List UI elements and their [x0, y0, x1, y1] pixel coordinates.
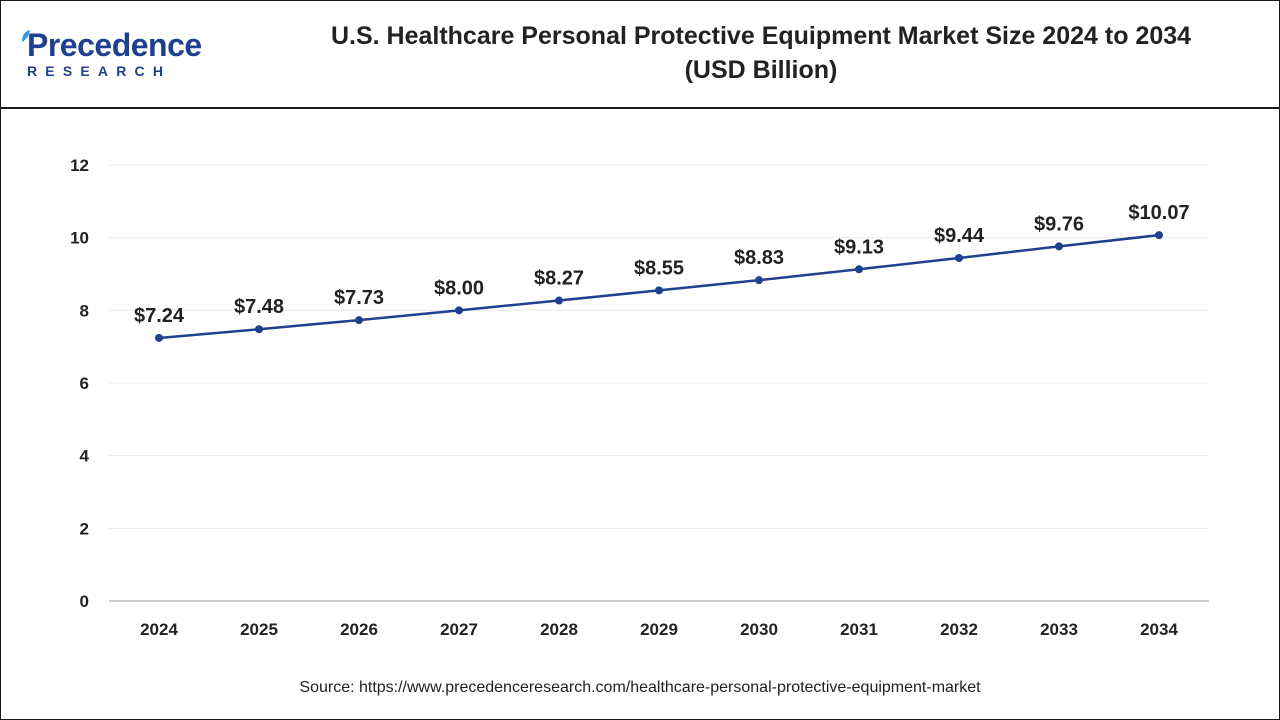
data-label: $7.48: [234, 296, 284, 318]
logo-wordmark: Precedence: [27, 27, 202, 63]
y-tick-label: 4: [80, 447, 90, 466]
data-point: [855, 265, 863, 274]
data-label: $7.24: [134, 305, 185, 327]
y-tick-label: 12: [70, 156, 89, 175]
data-point: [355, 316, 363, 325]
x-tick-label: 2029: [640, 620, 678, 639]
precedence-research-logo: Precedence RESEARCH: [21, 27, 221, 83]
data-label: $8.27: [534, 268, 584, 290]
chart-title-line-1: U.S. Healthcare Personal Protective Equi…: [330, 22, 1192, 50]
data-label: $8.00: [434, 277, 484, 299]
source-citation: Source: https://www.precedenceresearch.c…: [299, 679, 981, 696]
chart-title-line-2: (USD Billion): [684, 56, 838, 84]
data-label: $7.73: [334, 287, 384, 309]
data-point: [1155, 231, 1163, 240]
data-point: [755, 276, 763, 285]
data-label: $8.83: [734, 247, 784, 269]
logo-subtitle: RESEARCH: [27, 63, 172, 79]
data-point: [955, 254, 963, 263]
x-tick-label: 2026: [340, 620, 378, 639]
data-label: $10.07: [1128, 202, 1189, 224]
data-point: [655, 286, 663, 295]
data-point: [555, 296, 563, 305]
leaf-icon: [22, 30, 30, 42]
data-label: $9.76: [1034, 213, 1084, 235]
x-tick-label: 2024: [140, 620, 178, 639]
data-point: [1055, 242, 1063, 251]
y-tick-label: 6: [80, 374, 89, 393]
x-tick-label: 2028: [540, 620, 578, 639]
x-tick-label: 2025: [240, 620, 278, 639]
y-tick-label: 10: [70, 229, 89, 248]
data-point: [455, 306, 463, 315]
y-tick-label: 2: [80, 519, 89, 538]
x-tick-label: 2031: [840, 620, 878, 639]
y-tick-label: 0: [80, 592, 89, 611]
header-bar: Precedence RESEARCH U.S. Healthcare Pers…: [1, 1, 1279, 109]
data-label: $9.44: [934, 225, 985, 247]
data-point: [255, 325, 263, 334]
x-tick-label: 2032: [940, 620, 978, 639]
chart-title: U.S. Healthcare Personal Protective Equi…: [261, 19, 1261, 87]
y-tick-label: 8: [80, 301, 89, 320]
x-tick-label: 2034: [1140, 620, 1178, 639]
x-tick-label: 2030: [740, 620, 778, 639]
x-tick-label: 2027: [440, 620, 478, 639]
line-chart: 0 2 4 6 8 10 12 2024 2025 2026 2027 2028 2029 2030 203…: [70, 156, 1209, 639]
data-label: $8.55: [634, 257, 684, 279]
x-tick-label: 2033: [1040, 620, 1078, 639]
data-label: $9.13: [834, 236, 884, 258]
data-point: [155, 333, 163, 342]
